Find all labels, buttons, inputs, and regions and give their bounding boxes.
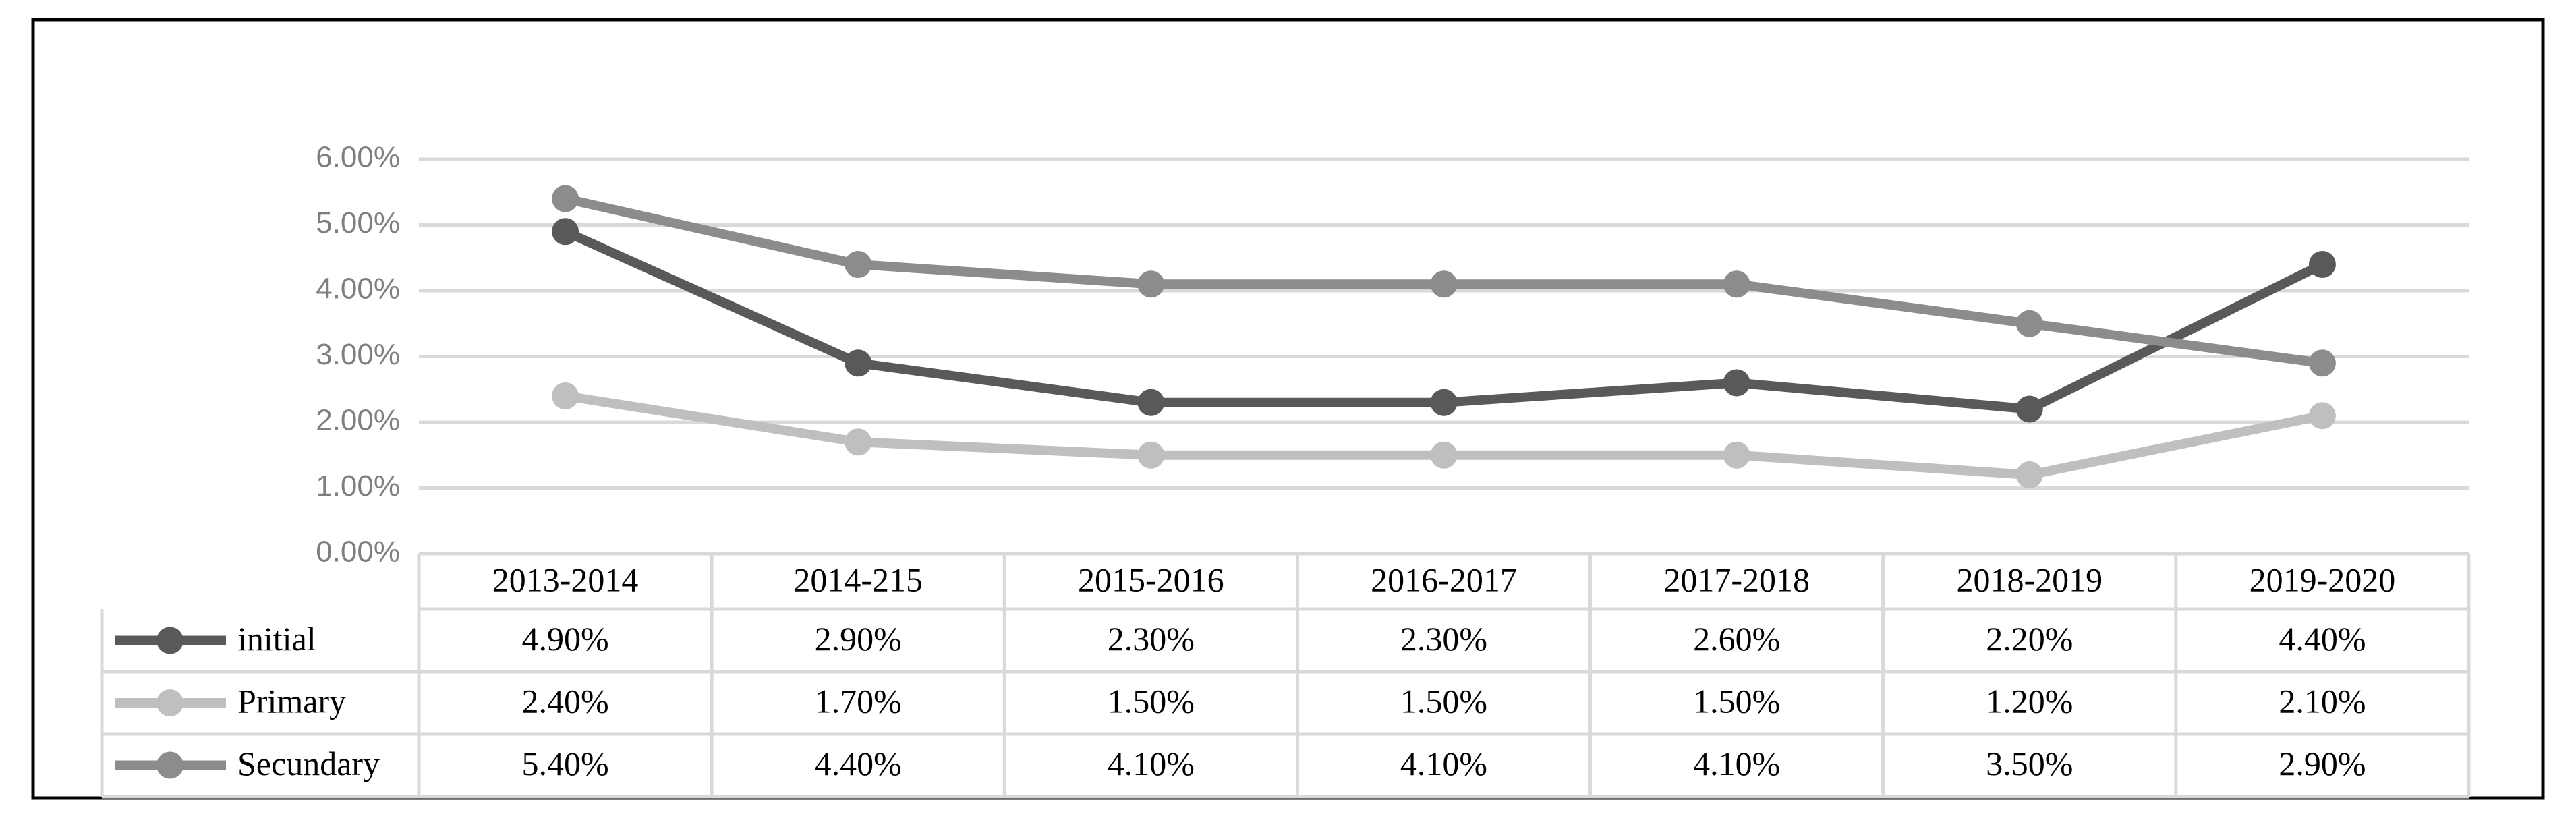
table-value: 4.90%	[521, 620, 608, 658]
x-tick-label: 2013-2014	[492, 561, 639, 598]
table-value: 4.10%	[1693, 745, 1780, 782]
data-point	[2308, 349, 2336, 377]
table-value: 2.90%	[815, 620, 902, 658]
y-tick-label: 1.00%	[316, 469, 400, 502]
x-tick-label: 2015-2016	[1078, 561, 1224, 598]
legend-label: Primary	[237, 682, 346, 720]
x-tick-label: 2019-2020	[2250, 561, 2396, 598]
data-point	[1723, 270, 1750, 298]
table-value: 1.20%	[1986, 682, 2073, 720]
x-tick-label: 2016-2017	[1371, 561, 1517, 598]
table-value: 2.90%	[2279, 745, 2366, 782]
data-point	[1137, 389, 1165, 416]
table-value: 2.20%	[1986, 620, 2073, 658]
table-value: 1.50%	[1400, 682, 1487, 720]
table-value: 5.40%	[521, 745, 608, 782]
data-point	[845, 251, 872, 278]
x-tick-label: 2017-2018	[1663, 561, 1810, 598]
data-point	[2308, 402, 2336, 430]
y-tick-label: 2.00%	[316, 404, 400, 437]
legend-label: initial	[237, 620, 316, 658]
data-point	[2015, 461, 2043, 488]
table-value: 1.50%	[1693, 682, 1780, 720]
table-value: 4.40%	[815, 745, 902, 782]
table-value: 2.30%	[1108, 620, 1195, 658]
table-value: 2.60%	[1693, 620, 1780, 658]
table-value: 2.30%	[1400, 620, 1487, 658]
legend-marker	[156, 689, 183, 716]
table-value: 2.40%	[521, 682, 608, 720]
table-value: 2.10%	[2279, 682, 2366, 720]
data-point	[2015, 310, 2043, 337]
data-point	[1430, 441, 1458, 469]
y-tick-label: 0.00%	[316, 536, 400, 569]
table-value: 3.50%	[1986, 745, 2073, 782]
legend-marker	[156, 751, 183, 779]
y-tick-label: 4.00%	[316, 272, 400, 306]
table-value: 4.10%	[1400, 745, 1487, 782]
data-point	[552, 382, 579, 409]
data-point	[1137, 441, 1165, 469]
data-point	[552, 185, 579, 212]
y-tick-label: 5.00%	[316, 206, 400, 239]
data-point	[1723, 441, 1750, 469]
y-tick-label: 6.00%	[316, 141, 400, 174]
chart-border	[31, 18, 2545, 800]
legend-marker	[156, 627, 183, 654]
data-point	[552, 218, 579, 246]
data-point	[1430, 270, 1458, 298]
data-point	[845, 349, 872, 377]
table-value: 4.40%	[2279, 620, 2366, 658]
y-tick-label: 3.00%	[316, 338, 400, 371]
x-tick-label: 2014-215	[793, 561, 923, 598]
table-value: 4.10%	[1108, 745, 1195, 782]
data-point	[845, 428, 872, 456]
data-point	[1430, 389, 1458, 416]
table-value: 1.50%	[1108, 682, 1195, 720]
table-value: 1.70%	[815, 682, 902, 720]
data-point	[2015, 395, 2043, 423]
data-point	[1723, 369, 1750, 397]
data-point	[2308, 251, 2336, 278]
legend-label: Secundary	[237, 745, 380, 782]
x-tick-label: 2018-2019	[1956, 561, 2102, 598]
data-point	[1137, 270, 1165, 298]
